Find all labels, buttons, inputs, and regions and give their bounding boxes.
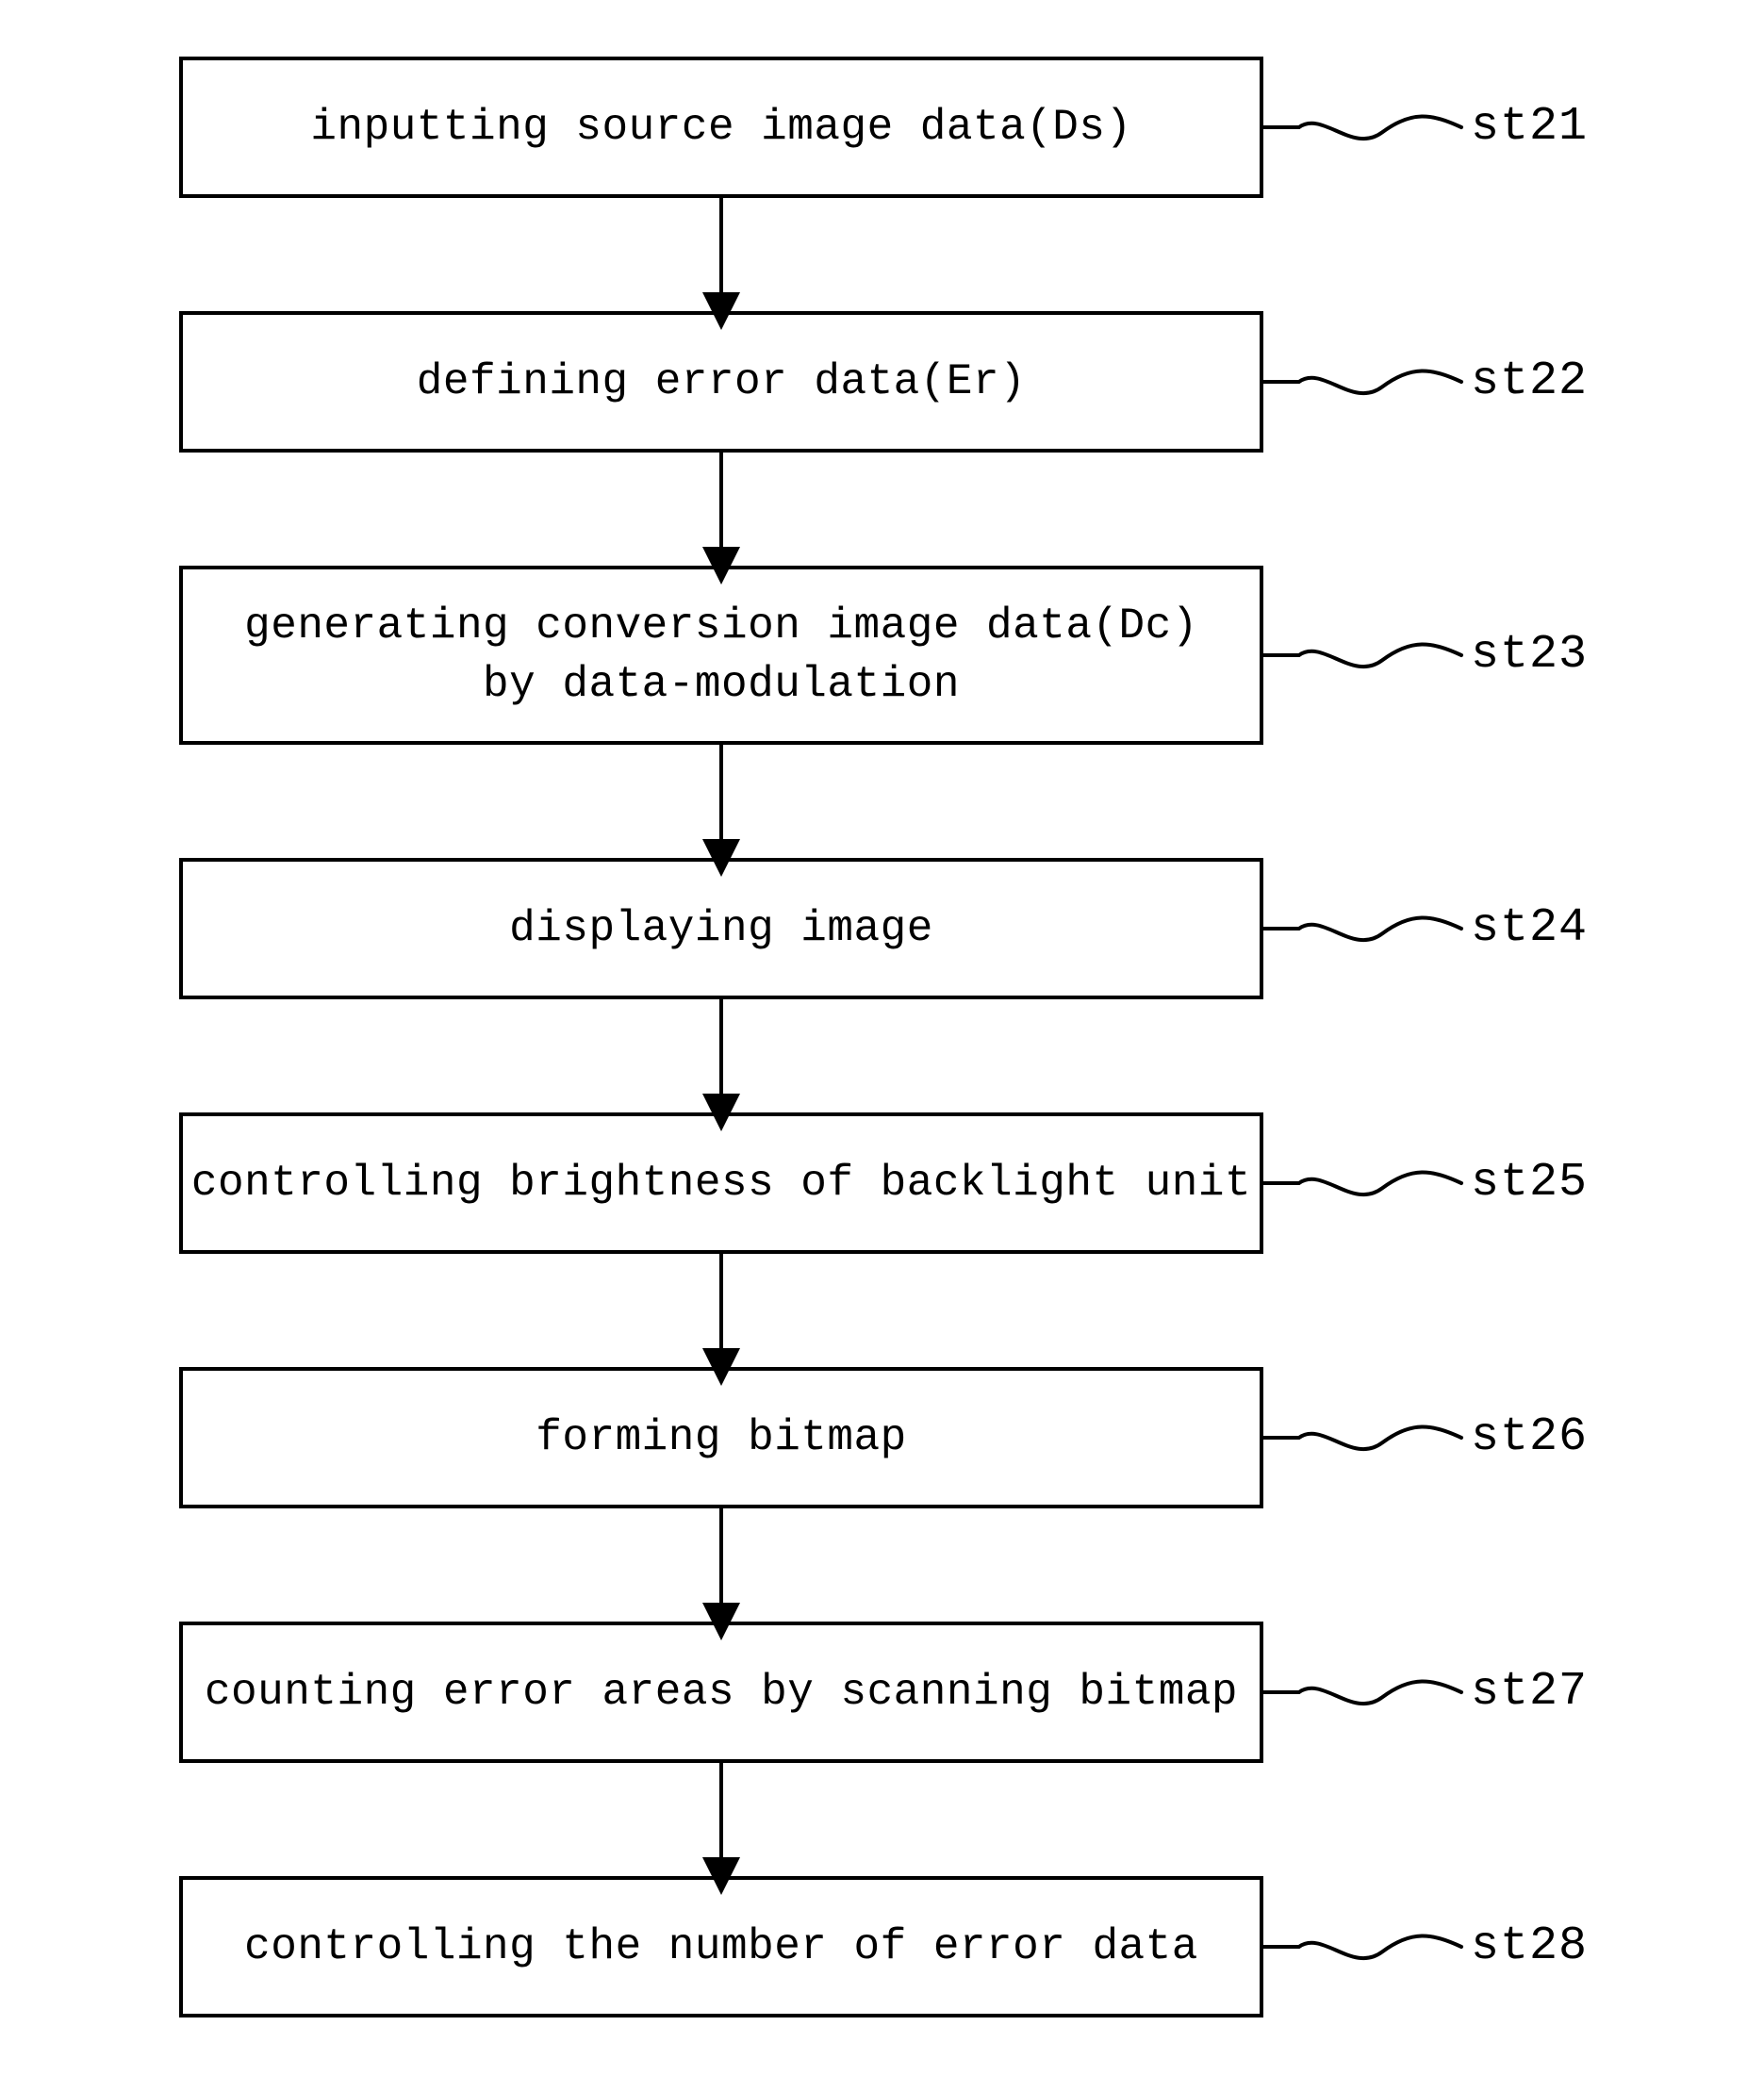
connector-st21 xyxy=(1263,117,1461,140)
flowchart-step-st26: forming bitmap xyxy=(179,1367,1263,1508)
flowchart-step-st23: generating conversion image data(Dc) by … xyxy=(179,566,1263,745)
connector-st25 xyxy=(1263,1173,1461,1195)
step-text: controlling the number of error data xyxy=(244,1918,1198,1976)
step-label-st28: st28 xyxy=(1471,1919,1588,1973)
step-text: displaying image xyxy=(509,899,933,958)
step-label-st21: st21 xyxy=(1471,100,1588,154)
connector-st23 xyxy=(1263,645,1461,667)
step-text: forming bitmap xyxy=(536,1408,906,1467)
step-label-st24: st24 xyxy=(1471,901,1588,955)
flowchart-step-st22: defining error data(Er) xyxy=(179,311,1263,453)
step-text: defining error data(Er) xyxy=(417,353,1026,411)
connector-st26 xyxy=(1263,1427,1461,1450)
step-text: controlling brightness of backlight unit xyxy=(191,1154,1251,1212)
flowchart-step-st25: controlling brightness of backlight unit xyxy=(179,1112,1263,1254)
connector-st28 xyxy=(1263,1936,1461,1959)
connector-st22 xyxy=(1263,371,1461,394)
step-text: generating conversion image data(Dc) by … xyxy=(244,597,1198,714)
step-label-st25: st25 xyxy=(1471,1156,1588,1210)
step-text: inputting source image data(Ds) xyxy=(310,98,1131,156)
connector-st27 xyxy=(1263,1682,1461,1704)
step-label-st22: st22 xyxy=(1471,354,1588,408)
step-label-st27: st27 xyxy=(1471,1665,1588,1719)
step-text: counting error areas by scanning bitmap xyxy=(205,1663,1238,1721)
connector-st24 xyxy=(1263,918,1461,941)
flowchart-step-st28: controlling the number of error data xyxy=(179,1876,1263,2017)
flowchart-step-st27: counting error areas by scanning bitmap xyxy=(179,1622,1263,1763)
step-label-st23: st23 xyxy=(1471,628,1588,682)
step-label-st26: st26 xyxy=(1471,1410,1588,1464)
flowchart-step-st24: displaying image xyxy=(179,858,1263,999)
flowchart-step-st21: inputting source image data(Ds) xyxy=(179,57,1263,198)
